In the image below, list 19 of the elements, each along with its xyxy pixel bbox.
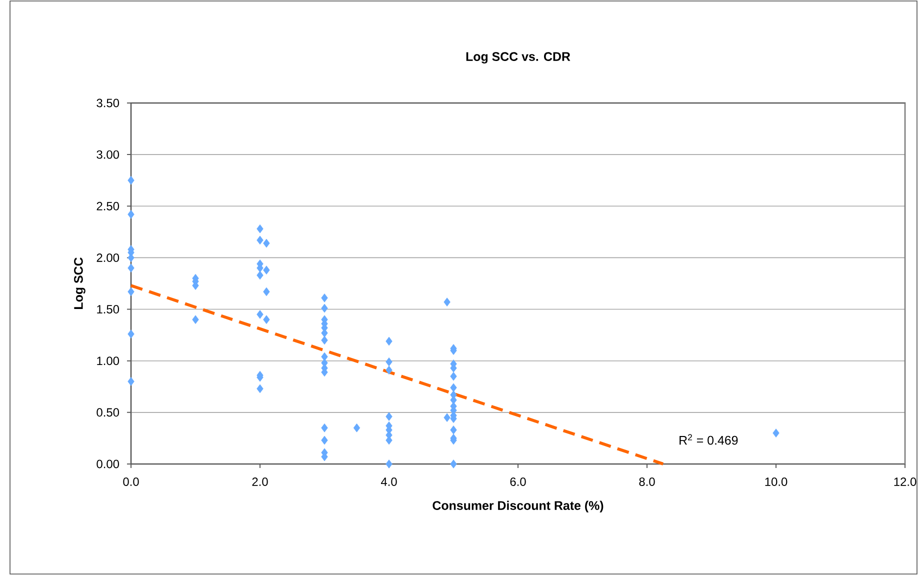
chart-title: Log SCC vs. CDR [466,52,570,64]
y-tick-label: 2.00 [96,253,120,262]
annotation: R$^{2}$ = 0.469 [680,434,738,445]
y-axis-title: Log SCC [74,258,86,309]
y-tick-label: 3.50 [96,98,120,108]
x-tick-label: 4.0 [380,478,397,486]
x-axis-title: Consumer Discount Rate (%) [432,500,604,512]
y-tick-label: 0.50 [96,408,120,417]
x-tick-label: 0.0 [123,478,139,486]
y-tick-label: 3.00 [96,150,120,159]
y-tick-label: 2.50 [96,202,120,210]
x-tick-label: 2.0 [252,478,268,486]
x-tick-label: 6.0 [510,478,526,486]
x-tick-label: 8.0 [639,478,655,486]
y-tick-label: 1.50 [97,305,120,314]
y-tick-label: 1.00 [97,356,120,366]
x-tick-label: 12.0 [894,478,916,486]
x-tick-label: 10.0 [765,478,788,486]
y-tick-label: 0.00 [96,460,120,468]
